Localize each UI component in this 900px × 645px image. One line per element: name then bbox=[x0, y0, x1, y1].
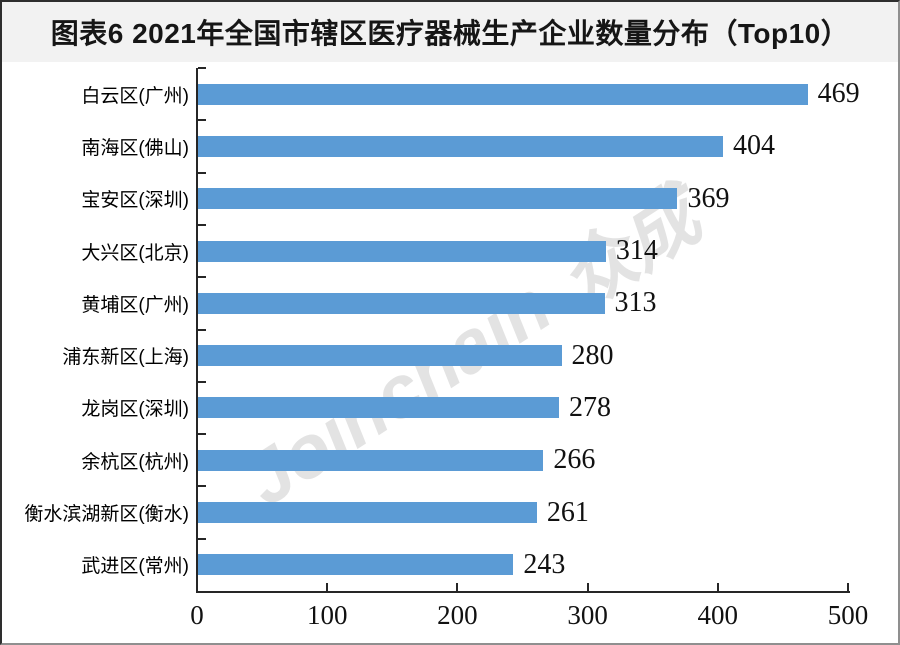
bar-row: 浦东新区(上海) 280 bbox=[2, 330, 898, 382]
bar bbox=[197, 240, 606, 262]
bar bbox=[197, 449, 544, 471]
bar-row: 大兴区(北京) 314 bbox=[2, 225, 898, 277]
x-tick-label: 0 bbox=[190, 600, 204, 630]
bar-row: 黄埔区(广州) 313 bbox=[2, 277, 898, 329]
y-tick bbox=[198, 328, 206, 331]
x-tick bbox=[586, 583, 589, 591]
value-label: 280 bbox=[571, 339, 614, 371]
value-label: 261 bbox=[546, 496, 589, 528]
bar-row: 余杭区(杭州) 266 bbox=[2, 434, 898, 486]
x-tick bbox=[456, 583, 459, 591]
value-label: 314 bbox=[615, 235, 658, 267]
category-label: 余杭区(杭州) bbox=[81, 451, 189, 473]
plot-region: 白云区(广州) 469 南海区(佛山) 404 宝安区(深圳) 369 大兴区(北京) 314… bbox=[2, 62, 898, 643]
value-label: 469 bbox=[817, 78, 860, 110]
bar-row: 衡水滨湖新区(衡水) 261 bbox=[2, 486, 898, 538]
y-tick bbox=[198, 223, 206, 226]
bar bbox=[197, 554, 514, 576]
x-tick-label: 200 bbox=[437, 600, 478, 630]
category-label: 武进区(常州) bbox=[81, 556, 189, 578]
bar-row: 南海区(佛山) 404 bbox=[2, 120, 898, 172]
category-label: 黄埔区(广州) bbox=[81, 294, 189, 316]
value-label: 404 bbox=[733, 130, 775, 162]
bar-row: 宝安区(深圳) 369 bbox=[2, 173, 898, 225]
x-tick-label: 500 bbox=[827, 600, 869, 630]
y-tick bbox=[198, 380, 206, 383]
x-tick-label: 300 bbox=[567, 600, 608, 630]
value-label: 278 bbox=[568, 391, 611, 423]
bar-row: 龙岗区(深圳) 278 bbox=[2, 382, 898, 434]
bar bbox=[197, 292, 605, 314]
x-tick bbox=[847, 583, 849, 591]
value-label: 266 bbox=[553, 444, 596, 476]
value-label: 369 bbox=[687, 182, 730, 214]
category-label: 南海区(佛山) bbox=[81, 137, 189, 159]
y-tick bbox=[198, 537, 206, 540]
y-tick bbox=[198, 119, 206, 122]
y-axis-line bbox=[196, 68, 198, 593]
bar bbox=[197, 83, 808, 105]
category-label: 大兴区(北京) bbox=[81, 242, 189, 264]
bar bbox=[197, 135, 723, 157]
chart-title: 图表6 2021年全国市辖区医疗器械生产企业数量分布（Top10） bbox=[50, 18, 850, 49]
bar bbox=[197, 397, 559, 419]
category-label: 宝安区(深圳) bbox=[81, 190, 189, 212]
y-tick bbox=[198, 276, 206, 279]
value-label: 313 bbox=[614, 287, 657, 319]
x-tick bbox=[326, 583, 329, 591]
category-label: 浦东新区(上海) bbox=[62, 347, 189, 369]
category-label: 衡水滨湖新区(衡水) bbox=[24, 504, 189, 526]
category-label: 白云区(广州) bbox=[81, 85, 189, 107]
category-label: 龙岗区(深圳) bbox=[81, 399, 189, 421]
bar bbox=[197, 345, 562, 367]
x-tick-label: 100 bbox=[306, 600, 348, 630]
bar-row: 武进区(常州) 243 bbox=[2, 539, 898, 591]
value-label: 243 bbox=[523, 548, 566, 580]
x-axis-line bbox=[196, 591, 850, 593]
y-tick bbox=[198, 485, 206, 488]
y-tick bbox=[198, 433, 206, 436]
bar bbox=[197, 188, 678, 210]
y-tick bbox=[198, 67, 206, 69]
title-band: 图表6 2021年全国市辖区医疗器械生产企业数量分布（Top10） bbox=[2, 2, 898, 62]
y-tick bbox=[198, 171, 206, 174]
x-tick bbox=[716, 583, 719, 591]
bar bbox=[197, 502, 537, 524]
bar-row: 白云区(广州) 469 bbox=[2, 68, 898, 120]
x-tick-label: 400 bbox=[697, 600, 739, 630]
